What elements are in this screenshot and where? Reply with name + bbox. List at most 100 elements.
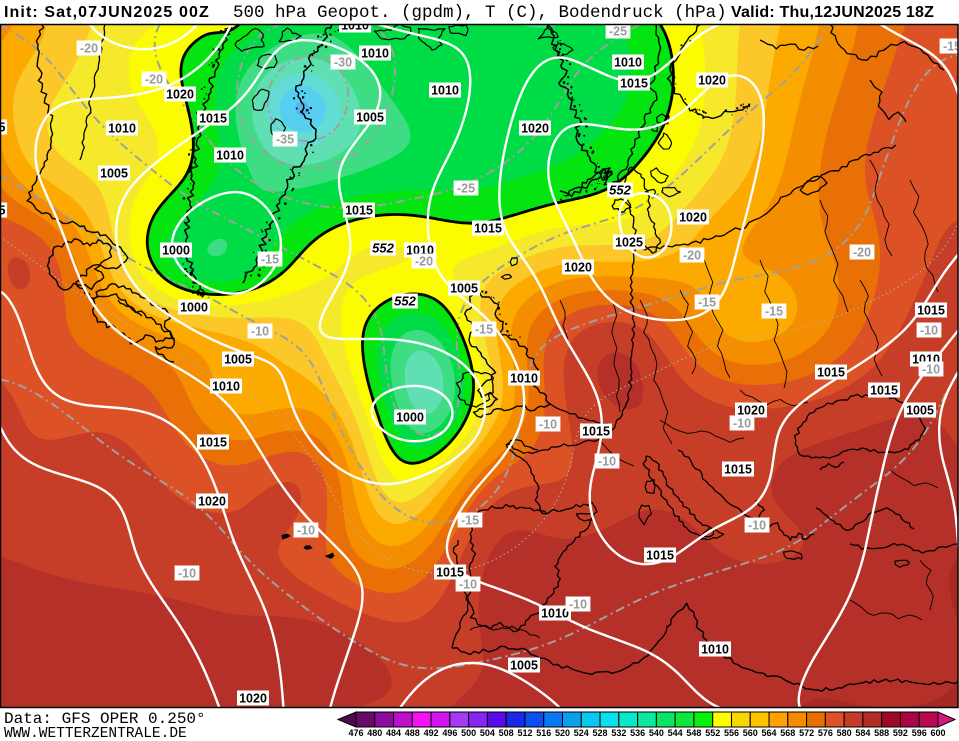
svg-text:576: 576	[818, 728, 833, 738]
svg-text:1020: 1020	[564, 261, 592, 275]
svg-text:Valid: Thu,12JUN2025 18Z: Valid: Thu,12JUN2025 18Z	[731, 4, 934, 21]
svg-text:1025: 1025	[615, 236, 643, 250]
svg-text:-10: -10	[251, 325, 269, 339]
svg-text:1010: 1010	[108, 122, 136, 136]
svg-text:1010: 1010	[701, 643, 729, 657]
svg-text:1015: 1015	[724, 463, 752, 477]
svg-text:-10: -10	[297, 524, 315, 538]
svg-text:544: 544	[668, 728, 683, 738]
svg-text:1005: 1005	[356, 111, 384, 125]
svg-text:1005: 1005	[906, 404, 934, 418]
svg-text:-20: -20	[683, 249, 701, 263]
svg-text:564: 564	[762, 728, 777, 738]
svg-text:568: 568	[780, 728, 795, 738]
svg-text:1005: 1005	[100, 167, 128, 181]
svg-text:1000: 1000	[162, 244, 190, 258]
svg-text:-10: -10	[178, 567, 196, 581]
svg-text:524: 524	[574, 728, 589, 738]
svg-text:1005: 1005	[450, 282, 478, 296]
svg-text:1005: 1005	[224, 353, 252, 367]
svg-text:504: 504	[480, 728, 495, 738]
svg-text:Init: Sat,07JUN2025 00Z: Init: Sat,07JUN2025 00Z	[4, 4, 210, 21]
svg-text:548: 548	[686, 728, 701, 738]
svg-text:1010: 1010	[216, 149, 244, 163]
svg-text:1020: 1020	[679, 211, 707, 225]
svg-text:532: 532	[611, 728, 626, 738]
svg-text:WWW.WETTERZENTRALE.DE: WWW.WETTERZENTRALE.DE	[4, 726, 187, 741]
svg-text:1005: 1005	[510, 659, 538, 673]
svg-text:1010: 1010	[614, 56, 642, 70]
svg-text:1015: 1015	[474, 222, 502, 236]
svg-text:1020: 1020	[166, 88, 194, 102]
svg-text:520: 520	[555, 728, 570, 738]
svg-text:-25: -25	[609, 25, 627, 39]
svg-text:-10: -10	[748, 519, 766, 533]
svg-text:508: 508	[499, 728, 514, 738]
svg-text:540: 540	[649, 728, 664, 738]
svg-text:1015: 1015	[917, 304, 945, 318]
svg-text:1000: 1000	[180, 301, 208, 315]
svg-text:580: 580	[837, 728, 852, 738]
svg-text:584: 584	[855, 728, 870, 738]
svg-text:492: 492	[424, 728, 439, 738]
svg-text:1020: 1020	[198, 495, 226, 509]
svg-text:500 hPa Geopot. (gpdm), T (C),: 500 hPa Geopot. (gpdm), T (C), Bodendruc…	[233, 3, 727, 23]
svg-text:488: 488	[405, 728, 420, 738]
svg-text:1015: 1015	[646, 549, 674, 563]
svg-text:572: 572	[799, 728, 814, 738]
svg-text:Data: GFS OPER 0.250°: Data: GFS OPER 0.250°	[4, 710, 206, 728]
svg-text:1015: 1015	[582, 425, 610, 439]
svg-text:-15: -15	[943, 40, 959, 54]
svg-text:-10: -10	[733, 417, 751, 431]
svg-text:592: 592	[893, 728, 908, 738]
svg-text:552: 552	[394, 294, 416, 309]
svg-text:-10: -10	[539, 418, 557, 432]
svg-text:1020: 1020	[239, 692, 267, 706]
svg-text:476: 476	[348, 728, 363, 738]
svg-text:1020: 1020	[521, 122, 549, 136]
svg-text:-25: -25	[457, 182, 475, 196]
svg-text:556: 556	[724, 728, 739, 738]
svg-text:484: 484	[386, 728, 401, 738]
svg-text:1015: 1015	[199, 436, 227, 450]
svg-text:536: 536	[630, 728, 645, 738]
svg-text:-20: -20	[853, 246, 871, 260]
svg-text:1010: 1010	[212, 380, 240, 394]
svg-text:-20: -20	[80, 42, 98, 56]
svg-text:528: 528	[593, 728, 608, 738]
svg-text:5: 5	[0, 204, 6, 218]
svg-text:496: 496	[442, 728, 457, 738]
svg-text:-10: -10	[920, 324, 938, 338]
svg-text:-15: -15	[261, 253, 279, 267]
svg-text:1010: 1010	[510, 372, 538, 386]
svg-text:1015: 1015	[345, 204, 373, 218]
svg-text:1020: 1020	[698, 74, 726, 88]
svg-text:-10: -10	[922, 363, 940, 377]
svg-text:500: 500	[461, 728, 476, 738]
svg-text:516: 516	[536, 728, 551, 738]
svg-text:1010: 1010	[361, 47, 389, 61]
svg-text:1010: 1010	[431, 84, 459, 98]
svg-text:-35: -35	[276, 133, 294, 147]
svg-text:560: 560	[743, 728, 758, 738]
svg-text:480: 480	[367, 728, 382, 738]
svg-text:1010: 1010	[341, 19, 369, 33]
svg-text:1015: 1015	[817, 366, 845, 380]
svg-text:1015: 1015	[620, 77, 648, 91]
svg-text:-15: -15	[765, 305, 783, 319]
svg-text:-15: -15	[461, 514, 479, 528]
svg-text:-10: -10	[569, 598, 587, 612]
svg-text:1000: 1000	[396, 411, 424, 425]
svg-text:-10: -10	[598, 455, 616, 469]
svg-text:596: 596	[912, 728, 927, 738]
svg-text:1015: 1015	[199, 112, 227, 126]
svg-text:-20: -20	[145, 73, 163, 87]
svg-text:588: 588	[874, 728, 889, 738]
svg-text:552: 552	[609, 183, 631, 198]
svg-text:-10: -10	[459, 578, 477, 592]
svg-text:1015: 1015	[870, 384, 898, 398]
svg-text:-30: -30	[334, 56, 352, 70]
svg-text:552: 552	[705, 728, 720, 738]
svg-text:-20: -20	[415, 255, 433, 269]
svg-text:1010: 1010	[541, 607, 569, 621]
